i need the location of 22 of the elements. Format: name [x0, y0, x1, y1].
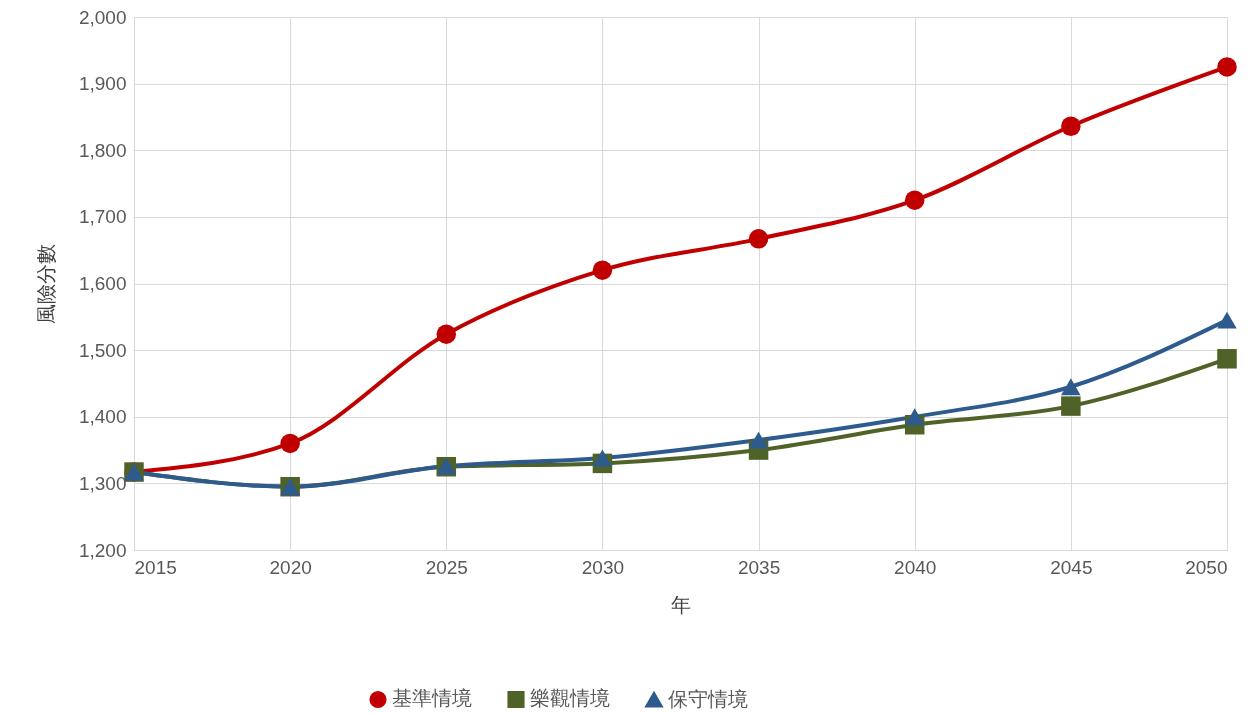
x-tick-label: 2020 — [269, 556, 312, 578]
y-tick-label: 1,200 — [78, 539, 127, 561]
x-tick-label: 2015 — [134, 556, 177, 578]
legend-label: 基準情境 — [392, 687, 472, 710]
x-tick-label: 2050 — [1185, 556, 1228, 578]
y-tick-label: 2,000 — [78, 6, 127, 28]
y-tick-label: 1,500 — [78, 339, 127, 361]
x-tick-label: 2040 — [894, 556, 937, 578]
x-tick-label: 2030 — [581, 556, 625, 578]
y-tick-label: 1,900 — [78, 73, 127, 95]
y-axis-title: 風險分數 — [34, 244, 57, 324]
legend-label: 保守情境 — [668, 687, 748, 710]
legend-label: 樂觀情境 — [530, 687, 610, 710]
y-tick-label: 1,300 — [78, 472, 127, 494]
y-tick-label: 1,700 — [78, 206, 127, 228]
y-tick-label: 1,400 — [78, 406, 127, 428]
x-tick-label: 2025 — [425, 556, 468, 578]
x-tick-label: 2035 — [737, 556, 781, 578]
y-tick-label: 1,600 — [78, 273, 127, 294]
y-tick-label: 1,800 — [78, 139, 127, 161]
x-tick-label: 2045 — [1050, 556, 1093, 578]
x-axis-title: 年 — [671, 593, 691, 616]
